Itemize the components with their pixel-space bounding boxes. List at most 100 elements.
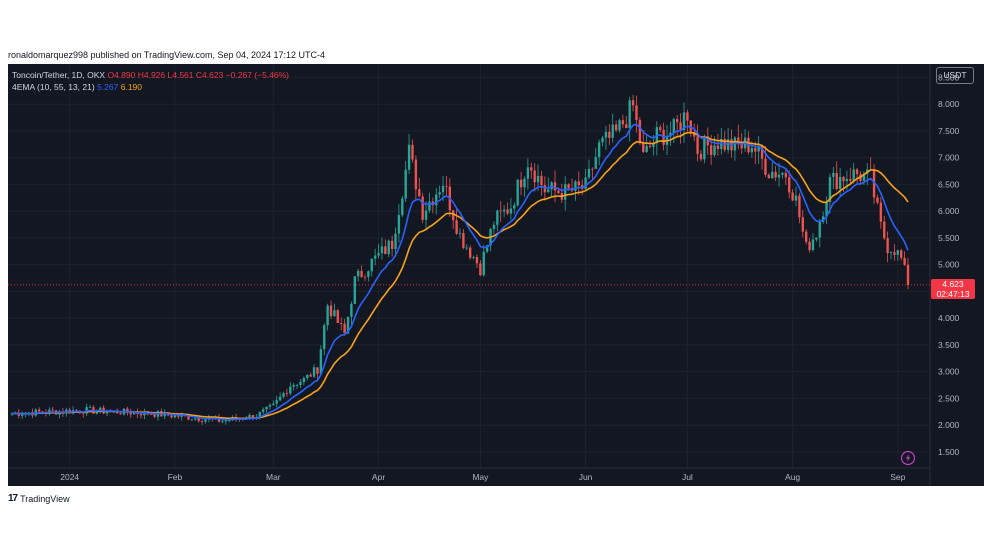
candle-body[interactable] [825, 201, 828, 217]
candle-body[interactable] [659, 127, 662, 130]
candle-body[interactable] [815, 237, 818, 240]
candle-body[interactable] [401, 198, 404, 216]
candle-body[interactable] [221, 421, 224, 423]
candle-body[interactable] [574, 181, 577, 191]
candle-body[interactable] [139, 413, 143, 416]
candle-body[interactable] [879, 202, 883, 222]
candle-body[interactable] [295, 384, 299, 386]
candle-body[interactable] [312, 367, 316, 377]
candle-body[interactable] [302, 378, 306, 383]
indicator-label[interactable]: 4EMA (10, 55, 13, 21) [12, 82, 95, 92]
candle-body[interactable] [340, 323, 343, 324]
candle-body[interactable] [567, 184, 570, 189]
candle-body[interactable] [801, 217, 804, 232]
candle-body[interactable] [883, 221, 886, 239]
candle-body[interactable] [496, 210, 499, 225]
candle-body[interactable] [411, 144, 414, 160]
candle-body[interactable] [424, 210, 428, 220]
candle-body[interactable] [608, 131, 611, 138]
candle-body[interactable] [788, 177, 791, 193]
candle-body[interactable] [533, 170, 536, 183]
candle-body[interactable] [594, 157, 597, 169]
candle-body[interactable] [333, 310, 336, 317]
candle-body[interactable] [285, 393, 289, 394]
candle-body[interactable] [523, 178, 526, 188]
candle-body[interactable] [306, 374, 309, 379]
candle-body[interactable] [323, 325, 326, 350]
candle-body[interactable] [465, 247, 468, 249]
candle-body[interactable] [774, 171, 777, 178]
candle-body[interactable] [228, 420, 231, 422]
candle-body[interactable] [611, 124, 614, 138]
candle-body[interactable] [502, 209, 506, 212]
candle-body[interactable] [485, 245, 489, 252]
candle-body[interactable] [482, 251, 485, 276]
candle-body[interactable] [37, 409, 41, 412]
candle-body[interactable] [200, 421, 204, 422]
candle-body[interactable] [190, 419, 194, 421]
candle-body[interactable] [564, 184, 567, 200]
candle-body[interactable] [472, 256, 475, 258]
candle-body[interactable] [170, 415, 173, 418]
candle-body[interactable] [828, 176, 832, 202]
candle-body[interactable] [468, 247, 472, 258]
candle-body[interactable] [794, 195, 798, 201]
candle-body[interactable] [51, 409, 54, 411]
candle-body[interactable] [706, 136, 709, 146]
candle-body[interactable] [129, 412, 132, 415]
candle-body[interactable] [757, 146, 760, 152]
candle-body[interactable] [380, 246, 384, 254]
candle-body[interactable] [597, 142, 601, 158]
candle-body[interactable] [292, 384, 295, 387]
symbol-legend[interactable]: Toncoin/Tether, 1D, OKX O4.890 H4.926 L4… [12, 70, 289, 80]
candle-body[interactable] [197, 418, 200, 422]
candle-body[interactable] [462, 233, 465, 248]
candle-body[interactable] [177, 415, 180, 417]
candle-body[interactable] [614, 124, 618, 131]
candle-body[interactable] [509, 208, 513, 214]
candle-body[interactable] [272, 403, 275, 406]
price-chart[interactable]: 8.500 8.000 7.500 7.000 6.500 6.000 5.500 5.000… [8, 64, 984, 486]
candle-body[interactable] [686, 112, 689, 121]
candle-body[interactable] [547, 189, 550, 193]
candles[interactable] [10, 94, 910, 425]
candle-body[interactable] [784, 172, 788, 178]
candle-body[interactable] [282, 393, 285, 397]
candle-body[interactable] [821, 216, 825, 222]
candle-body[interactable] [696, 136, 699, 154]
candle-body[interactable] [326, 305, 329, 326]
candle-body[interactable] [692, 131, 696, 137]
candle-body[interactable] [224, 420, 228, 422]
candle-body[interactable] [682, 112, 686, 131]
candle-body[interactable] [852, 169, 855, 181]
candle-body[interactable] [479, 263, 482, 276]
candle-body[interactable] [194, 418, 197, 420]
candle-body[interactable] [862, 173, 866, 181]
candle-body[interactable] [149, 414, 153, 416]
candle-body[interactable] [767, 174, 771, 179]
candle-body[interactable] [886, 238, 889, 254]
candle-body[interactable] [105, 411, 109, 414]
candle-body[interactable] [261, 409, 265, 412]
candle-body[interactable] [553, 182, 557, 191]
candle-body[interactable] [377, 253, 380, 256]
candle-body[interactable] [390, 240, 394, 250]
candle-body[interactable] [625, 124, 628, 129]
candle-body[interactable] [526, 167, 530, 179]
candle-body[interactable] [618, 120, 621, 131]
candle-body[interactable] [421, 196, 424, 220]
candle-body[interactable] [550, 182, 553, 190]
candle-body[interactable] [458, 233, 462, 234]
candle-body[interactable] [119, 413, 122, 415]
candle-body[interactable] [82, 412, 85, 414]
price-axis[interactable]: 8.500 8.000 7.500 7.000 6.500 6.000 5.500 5.000… [938, 72, 960, 457]
candle-body[interactable] [309, 374, 312, 377]
candle-body[interactable] [832, 172, 835, 177]
candle-body[interactable] [781, 172, 784, 175]
candle-body[interactable] [642, 143, 645, 153]
indicator-legend[interactable]: 4EMA (10, 55, 13, 21) 5.267 6.190 [12, 82, 142, 92]
symbol-name[interactable]: Toncoin/Tether, 1D, OKX [12, 70, 106, 80]
candle-body[interactable] [435, 194, 438, 206]
candle-body[interactable] [275, 400, 278, 404]
candle-body[interactable] [258, 411, 261, 418]
